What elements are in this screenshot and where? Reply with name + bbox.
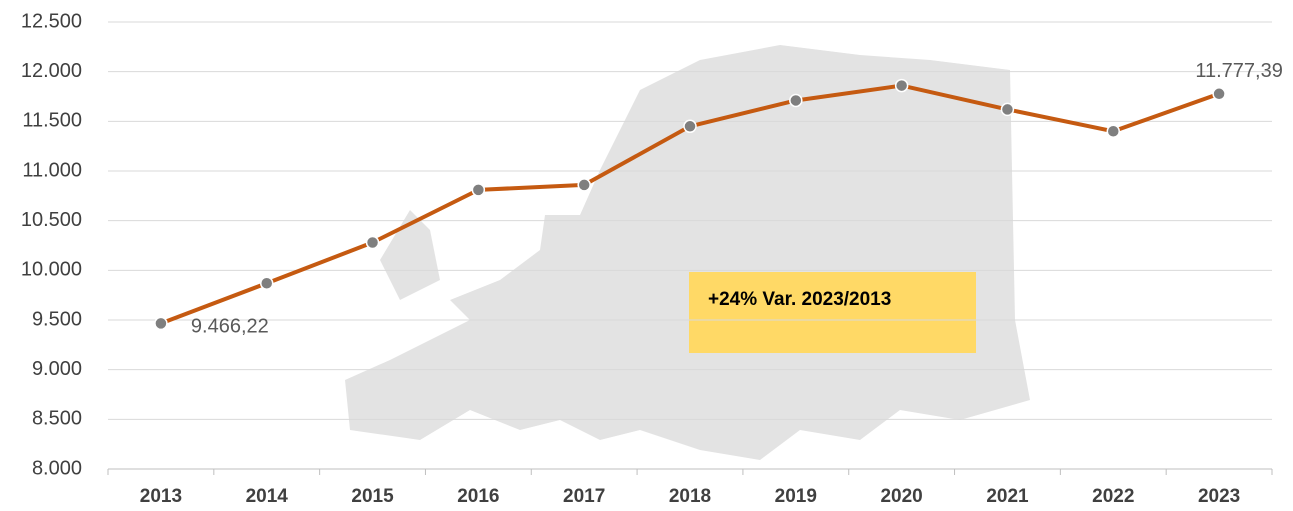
- y-tick-label: 10.500: [21, 209, 82, 231]
- marker: [577, 178, 591, 192]
- x-tick-label: 2021: [986, 486, 1029, 507]
- y-tick-label: 11.000: [22, 159, 82, 181]
- y-tick-label: 8.000: [32, 457, 82, 479]
- marker: [365, 235, 380, 250]
- x-tick-label: 2023: [1198, 486, 1240, 507]
- marker: [1106, 124, 1121, 139]
- x-tick-label: 2014: [246, 486, 289, 507]
- y-tick-label: 9.000: [32, 358, 82, 380]
- data-label: 9.466,22: [191, 316, 269, 338]
- marker: [259, 276, 274, 290]
- marker: [1212, 87, 1226, 101]
- annotation: +24% Var. 2023/2013: [708, 289, 891, 310]
- x-tick-label: 2016: [457, 486, 499, 507]
- data-label: 11.777,39: [1195, 60, 1283, 82]
- y-tick-label: 9.500: [32, 308, 82, 330]
- x-tick-label: 2020: [880, 486, 922, 507]
- marker: [683, 119, 697, 134]
- y-tick-label: 8.500: [32, 408, 82, 430]
- europe-map-background: [345, 45, 1030, 460]
- marker: [154, 316, 168, 331]
- x-tick-label: 2022: [1092, 486, 1134, 507]
- y-tick-label: 12.000: [21, 60, 82, 82]
- marker: [789, 93, 803, 108]
- y-tick-label: 12.500: [21, 10, 82, 32]
- x-tick-label: 2019: [775, 486, 817, 507]
- x-tick-label: 2013: [140, 486, 182, 507]
- marker: [1000, 102, 1015, 117]
- marker: [894, 78, 909, 93]
- marker: [471, 183, 486, 197]
- annotation-box: [689, 272, 976, 353]
- x-tick-label: 2017: [563, 486, 605, 507]
- y-tick-label: 10.000: [21, 259, 82, 281]
- x-tick-label: 2018: [669, 486, 711, 507]
- x-tick-label: 2015: [351, 486, 394, 507]
- y-tick-label: 11.500: [22, 110, 82, 132]
